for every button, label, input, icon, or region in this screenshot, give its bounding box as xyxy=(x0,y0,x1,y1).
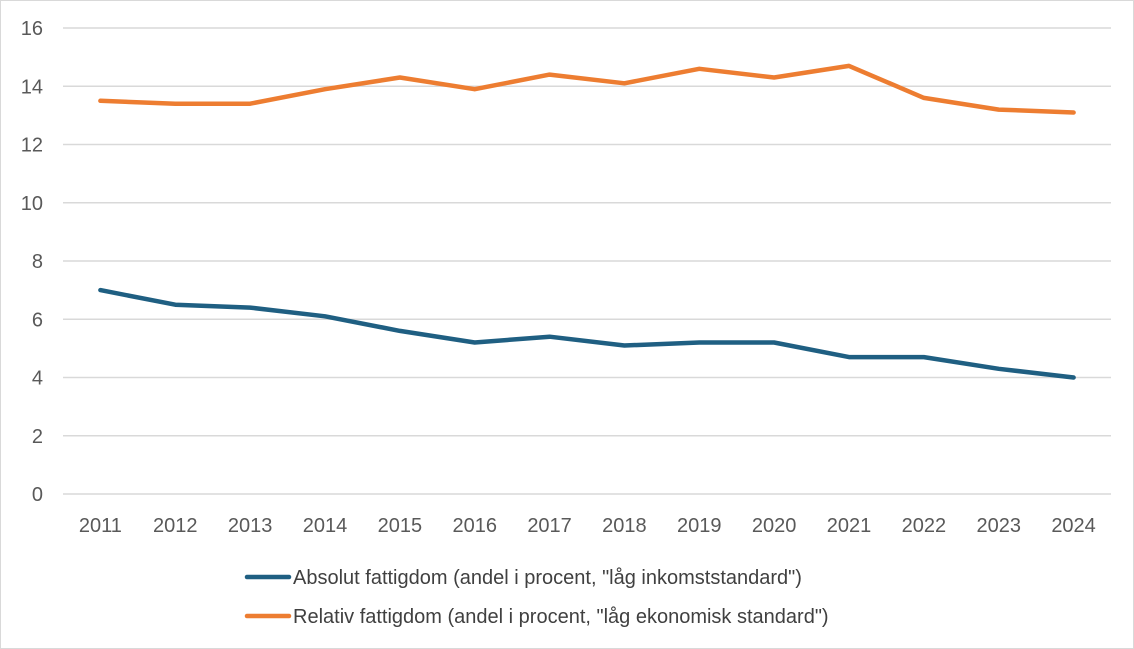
x-tick-label: 2023 xyxy=(976,515,1021,537)
x-tick-label: 2024 xyxy=(1051,515,1096,537)
x-tick-label: 2014 xyxy=(303,515,348,537)
y-tick-label: 12 xyxy=(21,135,43,157)
x-tick-label: 2022 xyxy=(902,515,947,537)
x-tick-label: 2013 xyxy=(228,515,273,537)
x-axis-ticks: 2011 2012 2013 2014 2015 2016 2017 2018 2019 2020… xyxy=(79,515,1096,537)
x-tick-label: 2018 xyxy=(602,515,647,537)
x-tick-label: 2021 xyxy=(827,515,872,537)
legend-label-1: Absolut fattigdom (andel i procent, "låg… xyxy=(293,567,802,589)
x-tick-label: 2020 xyxy=(752,515,797,537)
y-tick-label: 8 xyxy=(32,251,43,273)
x-tick-label: 2017 xyxy=(527,515,572,537)
series-line-absolut-fattigdom xyxy=(98,287,1076,380)
gridlines xyxy=(63,27,1111,495)
x-tick-label: 2019 xyxy=(677,515,722,537)
y-tick-label: 2 xyxy=(32,426,43,448)
legend-label-2: Relativ fattigdom (andel i procent, "låg… xyxy=(293,606,829,628)
x-tick-label: 2016 xyxy=(452,515,497,537)
legend: Absolut fattigdom (andel i procent, "låg… xyxy=(244,567,829,628)
x-tick-label: 2015 xyxy=(378,515,423,537)
y-tick-label: 0 xyxy=(32,484,43,506)
y-axis-ticks: 0 2 4 6 8 10 12 14 16 xyxy=(21,18,43,506)
x-tick-label: 2012 xyxy=(153,515,198,537)
series-line-relativ-fattigdom xyxy=(98,63,1076,115)
x-tick-label: 2011 xyxy=(79,515,122,537)
y-tick-label: 10 xyxy=(21,193,43,215)
y-tick-label: 16 xyxy=(21,18,43,40)
y-tick-label: 4 xyxy=(32,368,43,390)
series-lines xyxy=(98,63,1076,380)
y-tick-label: 14 xyxy=(21,76,43,98)
y-tick-label: 6 xyxy=(32,309,43,331)
